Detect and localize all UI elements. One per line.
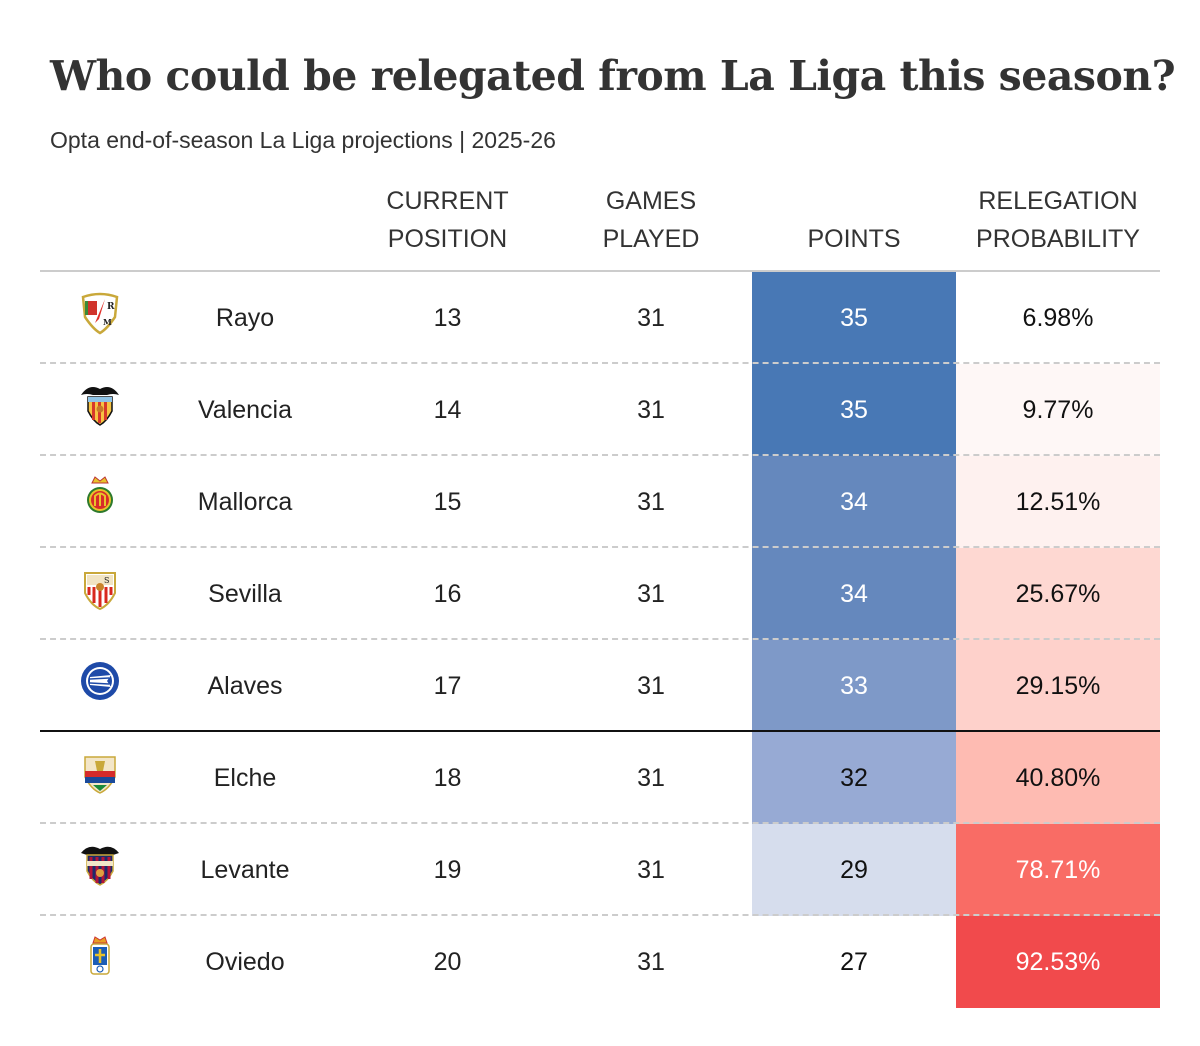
valencia-crest-icon: [81, 387, 119, 426]
team-name: Oviedo: [205, 947, 285, 976]
table-row: Alaves 17 31 33 29.15%: [40, 640, 1160, 732]
games-played: 31: [637, 671, 665, 700]
header-text: RELEGATION: [978, 187, 1138, 215]
mallorca-crest-icon: [87, 476, 113, 513]
table-row: Levante 19 31 29 78.71%: [40, 824, 1160, 916]
relegation-probability-cell: 6.98%: [956, 272, 1160, 364]
header-current-position: CURRENT POSITION: [345, 182, 550, 258]
current-position: 15: [433, 487, 462, 516]
chart-title: Who could be relegated from La Liga this…: [50, 52, 1176, 100]
alaves-crest-icon: [81, 662, 119, 700]
header-games-played: GAMES PLAYED: [550, 182, 752, 258]
team-name: Alaves: [207, 671, 283, 700]
svg-text:R: R: [107, 302, 115, 312]
relegation-probability-cell: 25.67%: [956, 548, 1160, 640]
header-text: GAMES: [605, 187, 697, 215]
points-cell: 27: [752, 916, 956, 1008]
relegation-probability-cell: 40.80%: [956, 732, 1160, 824]
current-position: 20: [433, 947, 462, 976]
header-text: CURRENT: [386, 187, 509, 215]
row-divider: [40, 454, 1160, 456]
points-cell: 34: [752, 456, 956, 548]
relegation-cutoff-line: [40, 730, 1160, 732]
table-row: R M Rayo 13 31 35 6.98%: [40, 272, 1160, 364]
team-name: Elche: [213, 763, 277, 792]
sevilla-crest-icon: S: [84, 572, 116, 611]
team-crest-cell: [40, 364, 160, 456]
header-text: POSITION: [387, 225, 508, 253]
row-divider: [40, 546, 1160, 548]
header-points: POINTS: [752, 220, 956, 258]
row-divider: [40, 822, 1160, 824]
points-cell: 33: [752, 640, 956, 732]
current-position: 18: [433, 763, 462, 792]
table-row: S Sevilla 16 31 34 25.67%: [40, 548, 1160, 640]
current-position: 19: [433, 855, 462, 884]
levante-crest-icon: [81, 846, 119, 886]
team-crest-cell: [40, 456, 160, 548]
team-crest-cell: [40, 824, 160, 916]
team-crest-cell: S: [40, 548, 160, 640]
games-played: 31: [637, 763, 665, 792]
games-played: 31: [637, 487, 665, 516]
relegation-probability-cell: 78.71%: [956, 824, 1160, 916]
team-name: Mallorca: [197, 487, 293, 516]
team-crest-cell: [40, 916, 160, 1008]
team-crest-cell: [40, 640, 160, 732]
row-divider: [40, 914, 1160, 916]
relegation-probability-cell: 12.51%: [956, 456, 1160, 548]
current-position: 13: [433, 303, 462, 332]
chart-subtitle: Opta end-of-season La Liga projections |…: [50, 127, 556, 153]
row-divider: [40, 362, 1160, 364]
header-text: PLAYED: [602, 225, 700, 253]
header-text: POINTS: [807, 225, 901, 253]
table-body: R M Rayo 13 31 35 6.98% Valencia 14 31 35 9.77% Mall…: [40, 272, 1160, 1008]
team-name: Valencia: [197, 395, 293, 424]
team-name: Sevilla: [208, 579, 282, 608]
row-divider: [40, 638, 1160, 640]
games-played: 31: [637, 947, 665, 976]
table-row: Oviedo 20 31 27 92.53%: [40, 916, 1160, 1008]
team-name: Rayo: [215, 303, 275, 332]
relegation-probability-cell: 92.53%: [956, 916, 1160, 1008]
relegation-probability-cell: 29.15%: [956, 640, 1160, 732]
header-text: PROBABILITY: [976, 225, 1140, 253]
header-relegation-probability: RELEGATION PROBABILITY: [956, 182, 1160, 258]
team-crest-cell: [40, 732, 160, 824]
games-played: 31: [637, 395, 665, 424]
oviedo-crest-icon: [90, 936, 110, 975]
svg-text:M: M: [103, 317, 112, 327]
current-position: 14: [433, 395, 462, 424]
relegation-table: CURRENT POSITION GAMES PLAYED POINTS REL…: [40, 180, 1160, 1008]
table-row: Valencia 14 31 35 9.77%: [40, 364, 1160, 456]
games-played: 31: [637, 855, 665, 884]
points-cell: 29: [752, 824, 956, 916]
points-cell: 34: [752, 548, 956, 640]
svg-text:S: S: [104, 576, 109, 585]
points-cell: 35: [752, 364, 956, 456]
current-position: 17: [433, 671, 462, 700]
team-name: Levante: [200, 855, 290, 884]
table-row: Elche 18 31 32 40.80%: [40, 732, 1160, 824]
relegation-probability-cell: 9.77%: [956, 364, 1160, 456]
current-position: 16: [433, 579, 462, 608]
points-cell: 32: [752, 732, 956, 824]
games-played: 31: [637, 303, 665, 332]
games-played: 31: [637, 579, 665, 608]
table-header: CURRENT POSITION GAMES PLAYED POINTS REL…: [40, 180, 1160, 272]
table-row: Mallorca 15 31 34 12.51%: [40, 456, 1160, 548]
rayo-vallecano-crest-icon: RM: [81, 292, 119, 335]
points-cell: 35: [752, 272, 956, 364]
elche-crest-icon: [84, 756, 116, 794]
